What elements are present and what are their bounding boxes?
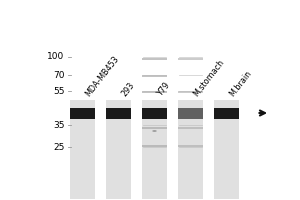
Ellipse shape (152, 130, 157, 132)
Bar (178, 58, 203, 60)
Bar (178, 108, 203, 118)
Bar (178, 145, 203, 147)
Bar (142, 145, 167, 147)
Bar (142, 100, 167, 199)
Text: Y79: Y79 (156, 81, 172, 98)
Bar (178, 91, 203, 93)
Bar (142, 127, 167, 129)
Text: 70: 70 (53, 71, 64, 79)
Bar (142, 108, 167, 118)
Text: MDA-MB453: MDA-MB453 (84, 54, 121, 98)
Bar (106, 108, 131, 118)
Bar (106, 100, 131, 199)
Bar (142, 58, 167, 60)
Bar (142, 75, 167, 77)
Text: 293: 293 (120, 80, 136, 98)
Text: M.brain: M.brain (228, 69, 254, 98)
Bar (70, 108, 95, 118)
Bar (214, 108, 239, 118)
Text: 100: 100 (47, 52, 64, 61)
Bar (142, 91, 167, 93)
Text: 25: 25 (53, 142, 64, 152)
Bar (214, 100, 239, 199)
Text: 55: 55 (53, 87, 64, 96)
Bar (178, 100, 203, 199)
Bar (178, 127, 203, 129)
Text: M.stomach: M.stomach (192, 58, 226, 98)
Bar (70, 100, 95, 199)
Text: 35: 35 (53, 120, 64, 130)
